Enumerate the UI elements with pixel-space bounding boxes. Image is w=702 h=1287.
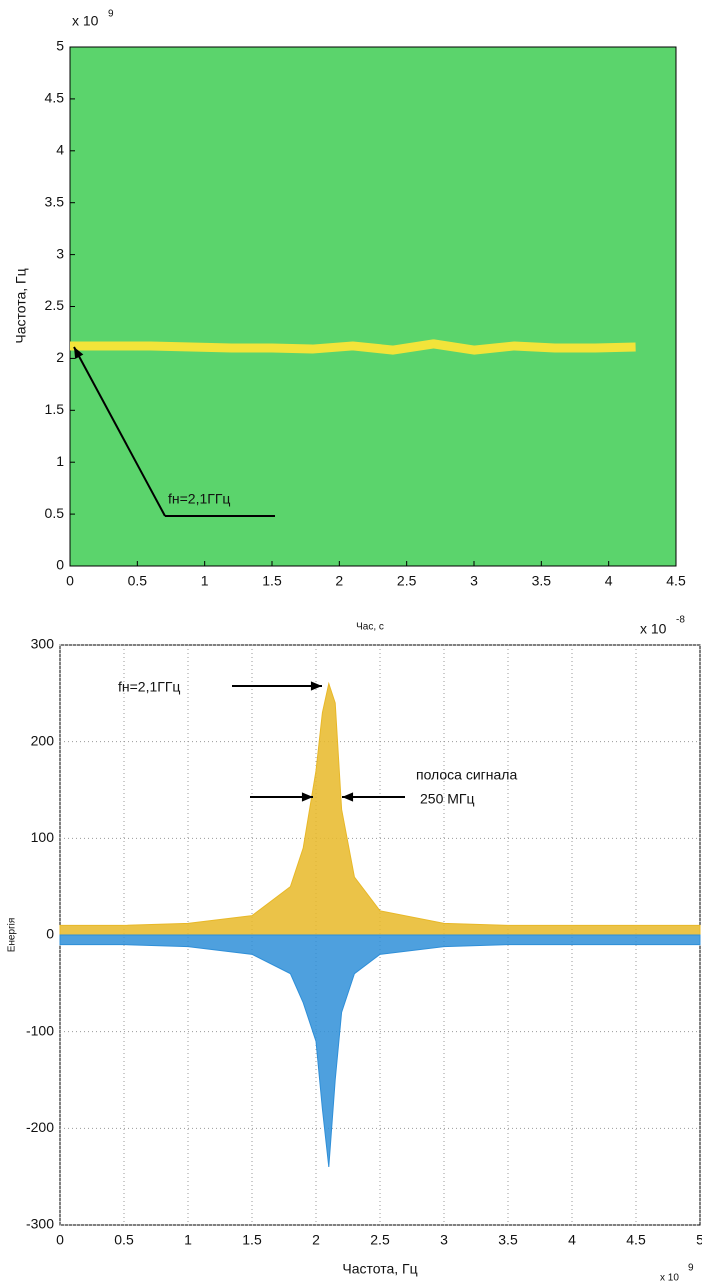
x-tick-label: 3.5 xyxy=(532,573,552,589)
x-tick-label: 5 xyxy=(696,1232,702,1248)
ridge-line xyxy=(70,339,636,355)
x-tick-label: 3 xyxy=(440,1232,448,1248)
y-tick-label: -200 xyxy=(26,1119,54,1135)
arrow xyxy=(73,346,166,517)
x-tick-label: 0 xyxy=(56,1232,64,1248)
x-tick-label: 4 xyxy=(568,1232,576,1248)
arrow-head xyxy=(74,347,84,359)
annotation: полоса сигнала xyxy=(416,767,517,783)
x-tick-label: 4.5 xyxy=(626,1232,646,1248)
y-tick-label: 2 xyxy=(56,349,64,365)
x-tick-label: 2 xyxy=(335,573,343,589)
x-tick-label: 1.5 xyxy=(262,573,282,589)
area xyxy=(59,934,701,1168)
arrow-head xyxy=(310,681,322,691)
y-tick-label: 100 xyxy=(31,829,55,845)
x-tick-label: 1 xyxy=(184,1232,192,1248)
y-axis-label: Енергія xyxy=(7,918,18,953)
x-tick-label: 0.5 xyxy=(128,573,148,589)
y-tick-label: 300 xyxy=(31,636,55,652)
x-exponent: x 10 xyxy=(640,621,667,637)
y-tick-label: 4.5 xyxy=(45,90,65,106)
x-tick-label: 4 xyxy=(605,573,613,589)
x-tick-label: 3 xyxy=(470,573,478,589)
area xyxy=(59,681,701,936)
y-tick-label: 0 xyxy=(56,557,64,573)
y-tick-label: 200 xyxy=(31,732,55,748)
x-exponent-power: 9 xyxy=(688,1263,694,1274)
x-tick-label: 1 xyxy=(201,573,209,589)
y-tick-label: 1 xyxy=(56,453,64,469)
arrow-head xyxy=(342,792,354,802)
y-tick-label: 5 xyxy=(56,38,64,54)
y-tick-label: -100 xyxy=(26,1022,54,1038)
x-tick-label: 0 xyxy=(66,573,74,589)
x-tick-label: 1.5 xyxy=(242,1232,262,1248)
y-axis-label: Частота, Гц xyxy=(13,268,29,343)
plot-area xyxy=(69,46,677,567)
y-tick-label: 1.5 xyxy=(45,401,65,417)
y-tick-label: 3 xyxy=(56,245,64,261)
y-tick-label: 2.5 xyxy=(45,297,65,313)
x-exponent-power: -8 xyxy=(676,615,685,626)
x-tick-label: 3.5 xyxy=(498,1232,518,1248)
x-exponent: x 10 xyxy=(660,1273,679,1284)
x-axis-label: Час, с xyxy=(356,622,384,633)
y-tick-label: 0 xyxy=(46,926,54,942)
y-tick-label: -300 xyxy=(26,1216,54,1232)
x-axis-label: Частота, Гц xyxy=(342,1261,417,1277)
y-tick-label: 3.5 xyxy=(45,193,65,209)
annotation: 250 МГц xyxy=(420,791,475,807)
x-tick-label: 2 xyxy=(312,1232,320,1248)
x-tick-label: 2.5 xyxy=(397,573,417,589)
arrow-head xyxy=(301,792,313,802)
x-tick-label: 0.5 xyxy=(114,1232,134,1248)
x-tick-label: 2.5 xyxy=(370,1232,390,1248)
annotation: fн=2,1ГГц xyxy=(118,679,180,695)
y-tick-label: 0.5 xyxy=(45,505,65,521)
x-tick-label: 4.5 xyxy=(666,573,686,589)
y-exponent-power: 9 xyxy=(108,9,114,20)
y-exponent: x 10 xyxy=(72,13,99,29)
annotation: fн=2,1ГГц xyxy=(168,491,230,507)
y-tick-label: 4 xyxy=(56,142,64,158)
